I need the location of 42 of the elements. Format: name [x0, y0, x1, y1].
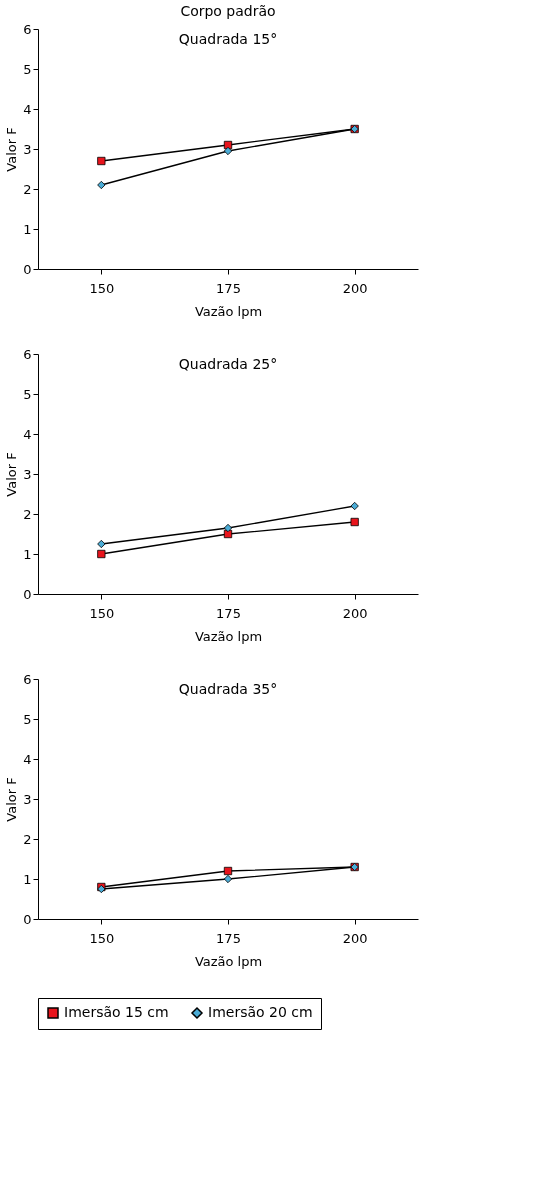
text: Corpo padrão	[180, 3, 276, 19]
chart-title: Quadrada 25°	[178, 356, 278, 372]
y-tick-label: 3	[23, 791, 32, 807]
y-tick-label: 4	[23, 751, 32, 767]
y-axis-title: Valor F	[4, 127, 20, 172]
x-tick-label: 200	[342, 930, 368, 946]
y-tick-label: 2	[23, 831, 32, 847]
legend-label: Imersão 15 cm	[64, 1004, 169, 1020]
y-tick-label: 3	[23, 141, 32, 157]
x-tick-label: 150	[89, 280, 115, 296]
y-tick-label: 5	[23, 61, 32, 77]
y-tick-label: 1	[23, 871, 32, 887]
legend-label: Imersão 20 cm	[208, 1004, 313, 1020]
y-axis-title: Valor F	[4, 777, 20, 822]
y-tick-label: 6	[23, 671, 32, 687]
x-tick-label: 175	[216, 930, 241, 946]
y-tick-label: 4	[23, 426, 32, 442]
x-tick-label: 175	[216, 605, 241, 621]
chart-title: Quadrada 15°	[178, 31, 278, 47]
y-axis-title: Valor F	[4, 452, 20, 497]
y-tick-label: 1	[23, 221, 32, 237]
y-tick-label: 5	[23, 386, 32, 402]
x-tick-label: 175	[216, 280, 241, 296]
x-axis-title: Vazão lpm	[194, 628, 263, 644]
y-tick-label: 2	[23, 506, 32, 522]
chart-title: Quadrada 35°	[178, 681, 278, 697]
x-tick-label: 150	[89, 930, 115, 946]
x-tick-label: 200	[342, 605, 368, 621]
y-tick-label: 0	[23, 261, 32, 277]
y-tick-label: 2	[23, 181, 32, 197]
y-tick-label: 4	[23, 101, 32, 117]
y-tick-label: 0	[23, 586, 32, 602]
y-tick-label: 6	[23, 21, 32, 37]
y-tick-label: 3	[23, 466, 32, 482]
x-axis-title: Vazão lpm	[194, 953, 263, 969]
y-tick-label: 6	[23, 346, 32, 362]
x-tick-label: 200	[342, 280, 368, 296]
y-tick-label: 0	[23, 911, 32, 927]
x-tick-label: 150	[89, 605, 115, 621]
x-axis-title: Vazão lpm	[194, 303, 263, 319]
y-tick-label: 5	[23, 711, 32, 727]
y-tick-label: 1	[23, 546, 32, 562]
